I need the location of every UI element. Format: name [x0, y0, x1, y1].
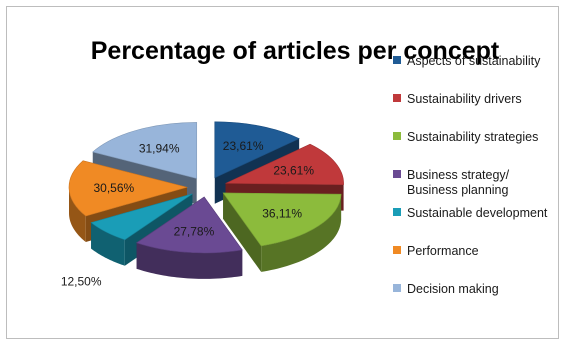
pie-slice-rim-performance	[69, 187, 86, 242]
legend-swatch-aspects-of-sustainability	[393, 56, 401, 64]
pie-slice-wall-sustainability-strategies-2	[223, 192, 262, 272]
legend-swatch-business-strategy-business-planning	[393, 170, 401, 178]
pie-slices	[68, 121, 344, 279]
pie-slice-rim-sustainable-development	[91, 222, 125, 266]
legend-label-performance: Performance	[407, 244, 479, 258]
legend-label-sustainability-drivers: Sustainability drivers	[407, 92, 522, 106]
legend: Aspects of sustainability Sustainability …	[393, 54, 548, 296]
legend-swatch-sustainability-strategies	[393, 132, 401, 140]
legend-label-business-strategy-business-planning: Business strategy/Business planning	[407, 168, 510, 197]
legend-label-decision-making: Decision making	[407, 282, 499, 296]
chart-title: Percentage of articles per concept	[91, 37, 500, 65]
data-label-sustainability-drivers: 23,61%	[273, 164, 314, 178]
legend-item-sustainability-drivers: Sustainability drivers	[393, 92, 522, 106]
data-label-business-strategy-business-planning: 27,78%	[174, 224, 215, 238]
pie-chart: Percentage of articles per concept 23,61…	[61, 37, 548, 296]
legend-swatch-sustainable-development	[393, 208, 401, 216]
data-labels: 23,61% 23,61% 36,11% 27,78% 12,50% 30,56% 31,9…	[61, 139, 315, 289]
pie-slice-top-performance	[68, 160, 189, 217]
data-label-performance: 30,56%	[94, 181, 135, 195]
legend-label-sustainable-development: Sustainable development	[407, 206, 548, 220]
pie-slice-business-strategy-business-planning	[135, 196, 243, 279]
pie-slice-rim-sustainability-strategies	[261, 194, 342, 272]
legend-item-sustainability-strategies: Sustainability strategies	[393, 130, 538, 144]
legend-item-business-strategy-business-planning: Business strategy/Business planning	[393, 168, 510, 197]
legend-label-sustainability-strategies: Sustainability strategies	[407, 130, 538, 144]
pie-slice-sustainability-strategies	[222, 192, 342, 272]
pie-slice-top-decision-making	[92, 122, 198, 179]
legend-item-performance: Performance	[393, 244, 479, 258]
legend-swatch-decision-making	[393, 284, 401, 292]
pie-slice-top-business-strategy-business-planning	[135, 196, 243, 254]
legend-swatch-performance	[393, 246, 401, 254]
pie-slice-top-aspects-of-sustainability	[214, 121, 300, 179]
pie-slice-top-sustainability-strategies	[222, 192, 342, 247]
legend-label-aspects-of-sustainability: Aspects of sustainability	[407, 54, 541, 68]
data-label-aspects-of-sustainability: 23,61%	[223, 139, 264, 153]
data-label-sustainability-strategies: 36,11%	[262, 206, 302, 220]
legend-item-aspects-of-sustainability: Aspects of sustainability	[393, 54, 541, 68]
pie-slice-top-sustainability-drivers	[225, 143, 344, 185]
legend-item-decision-making: Decision making	[393, 282, 499, 296]
legend-item-sustainable-development: Sustainable development	[393, 206, 548, 220]
legend-swatch-sustainability-drivers	[393, 94, 401, 102]
data-label-decision-making: 31,94%	[139, 142, 180, 156]
data-label-sustainable-development: 12,50%	[61, 275, 102, 289]
chart-frame: Percentage of articles per concept 23,61…	[6, 6, 559, 339]
pie-slice-rim-business-strategy-business-planning	[136, 242, 243, 279]
pie-slice-top-sustainable-development	[90, 193, 193, 241]
